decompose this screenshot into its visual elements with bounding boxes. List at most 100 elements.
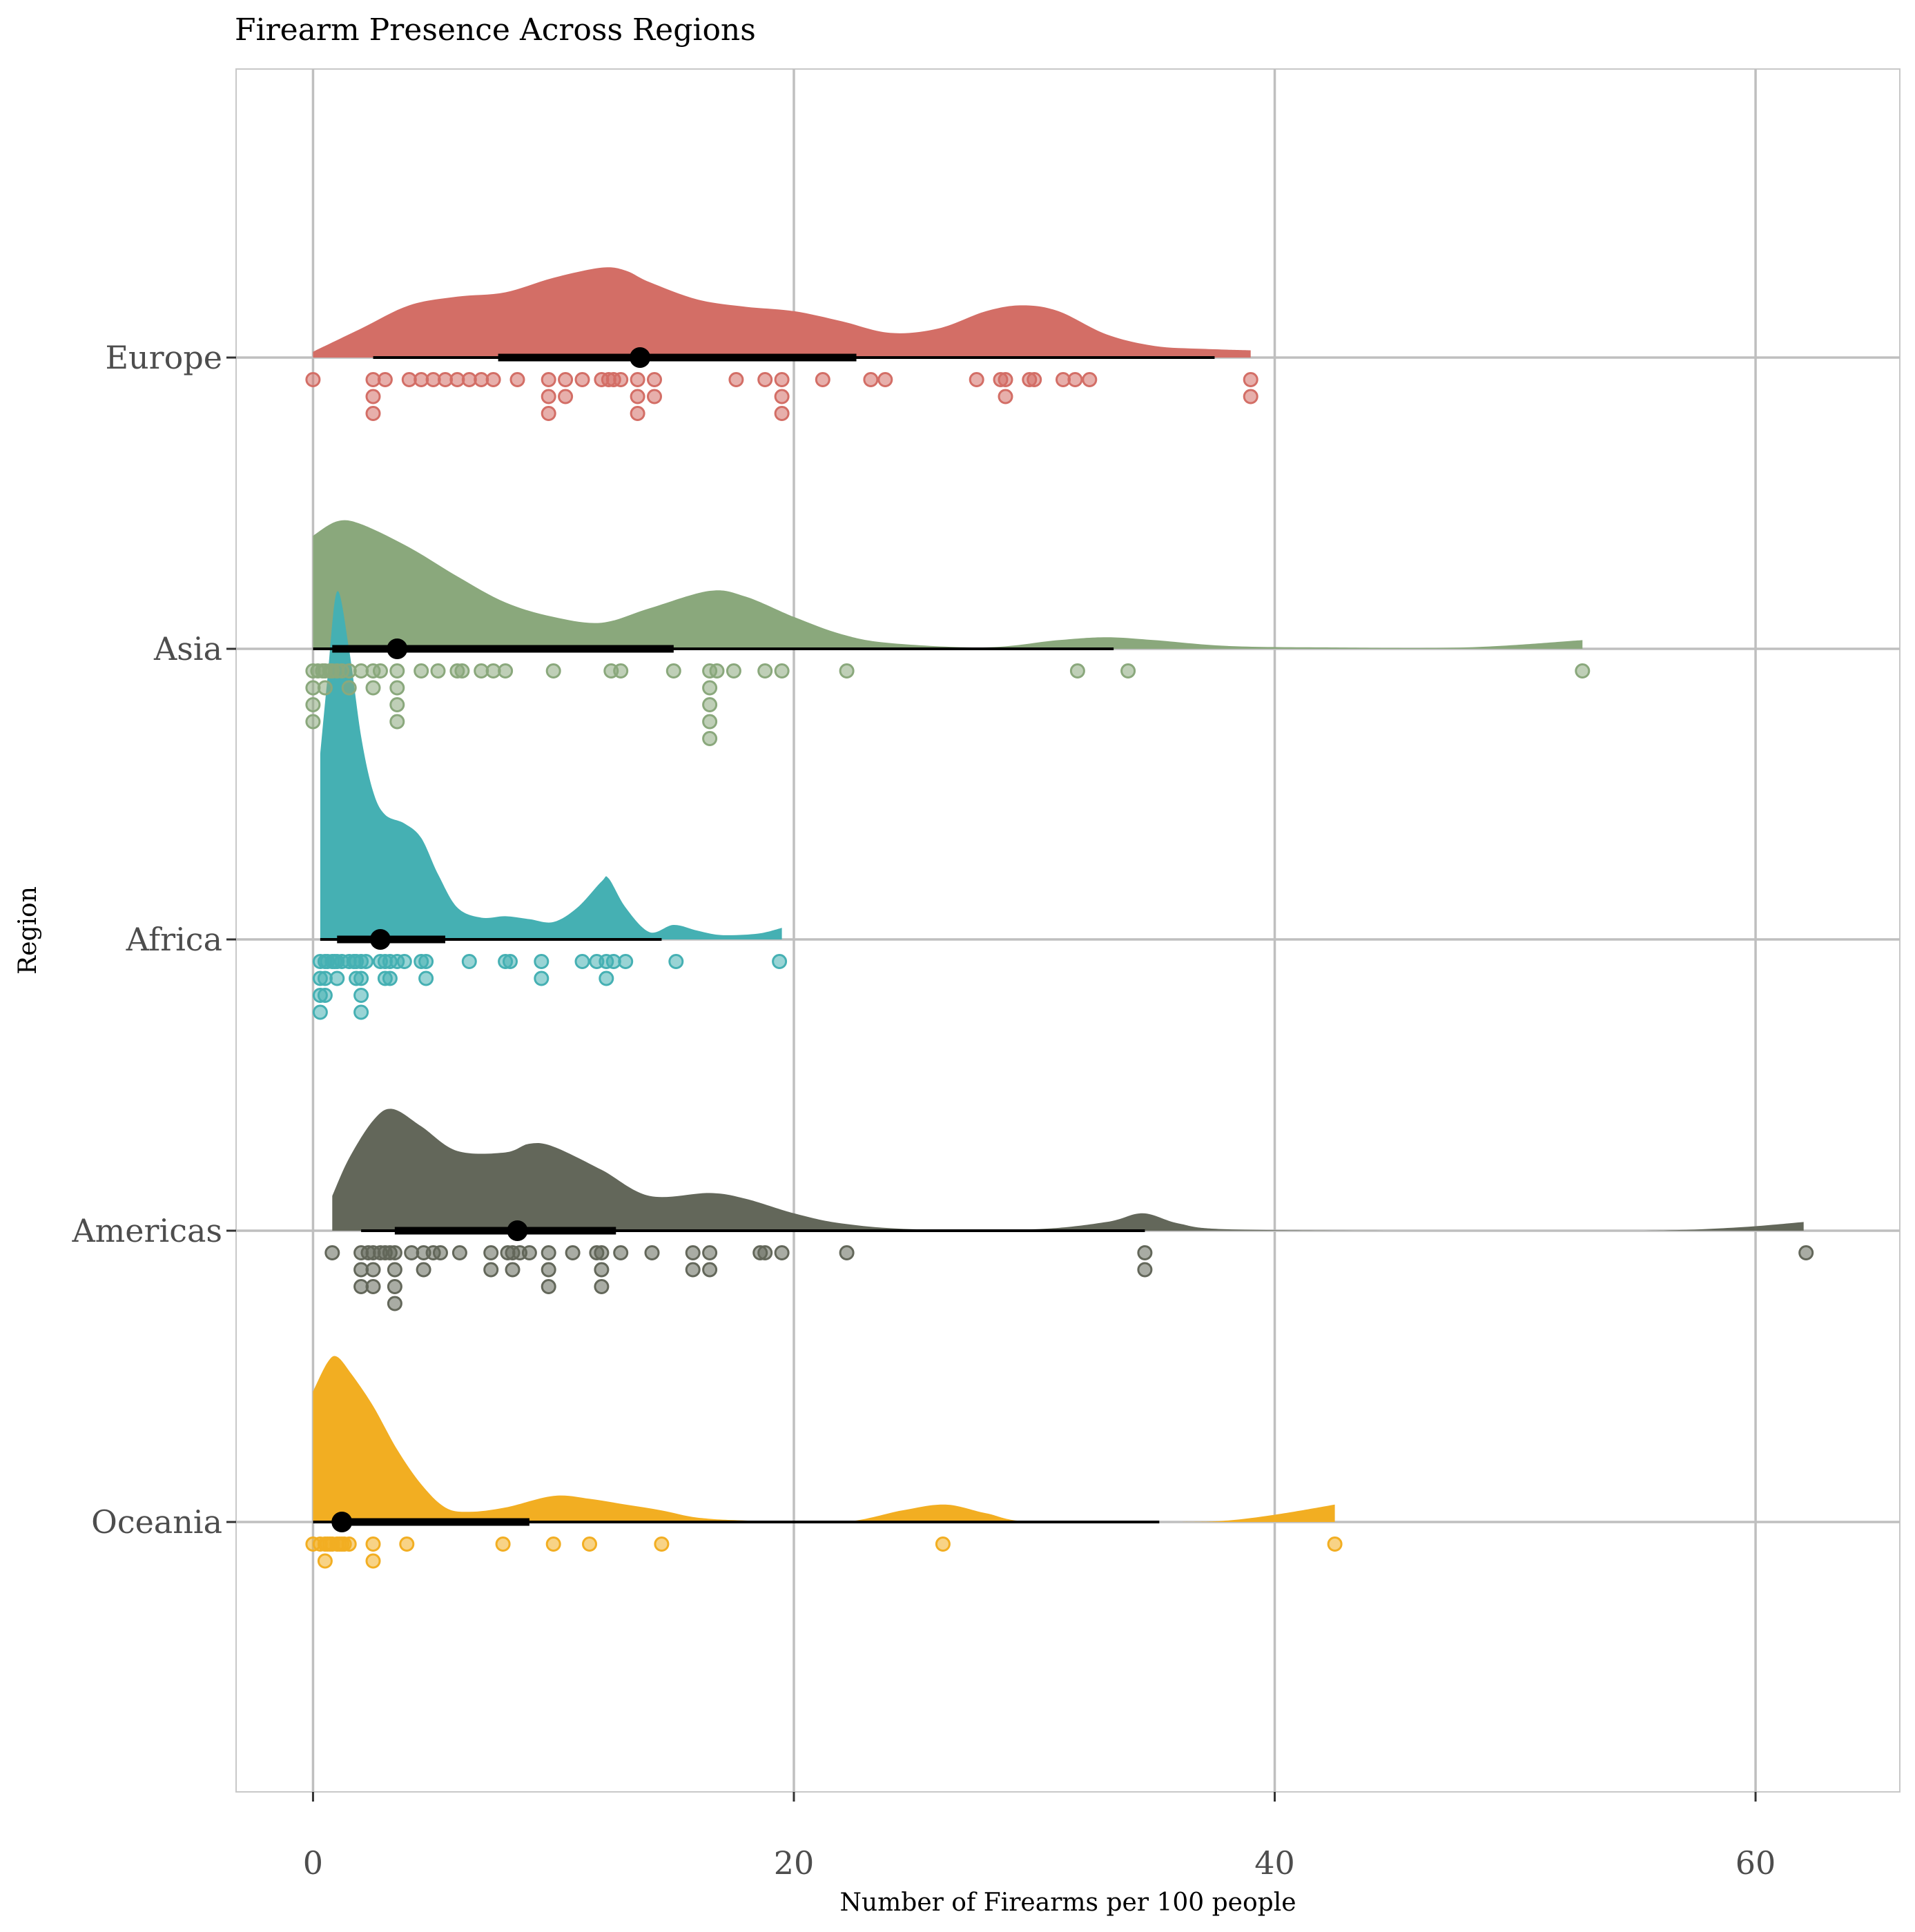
data-point xyxy=(1243,372,1258,387)
density-asia xyxy=(313,520,1583,649)
y-tick-label: Europe xyxy=(105,339,222,376)
density-oceania xyxy=(313,1356,1335,1522)
data-point xyxy=(599,970,614,986)
density-africa xyxy=(320,591,782,939)
data-point xyxy=(877,372,893,387)
data-point xyxy=(774,1245,790,1260)
data-point xyxy=(387,1279,402,1294)
median-point xyxy=(630,347,651,368)
data-point xyxy=(365,1279,381,1294)
data-point xyxy=(558,372,574,387)
data-point xyxy=(365,680,381,696)
data-point xyxy=(630,372,645,387)
data-point xyxy=(312,1004,328,1020)
x-tick-label: 20 xyxy=(774,1844,815,1882)
data-point xyxy=(495,1536,511,1552)
clouds-layer xyxy=(313,267,1804,1522)
data-point xyxy=(613,663,629,679)
y-tick-label: Asia xyxy=(153,630,222,667)
data-point xyxy=(399,1536,415,1552)
data-point xyxy=(324,1245,340,1260)
density-americas xyxy=(332,1109,1804,1231)
data-point xyxy=(534,970,550,986)
data-point xyxy=(317,1553,333,1569)
rain-layer xyxy=(305,372,1814,1569)
data-point xyxy=(305,714,321,730)
data-point xyxy=(558,389,574,404)
data-point xyxy=(545,1536,561,1552)
data-point xyxy=(433,1245,448,1260)
data-point xyxy=(365,1536,381,1552)
data-point xyxy=(702,714,718,730)
axis-layer: 0 20 40 60 Europe Asia Africa Americas Oceania xyxy=(71,339,1776,1882)
data-point xyxy=(541,1262,556,1278)
data-point xyxy=(483,1245,499,1260)
data-point xyxy=(341,1536,357,1552)
data-point xyxy=(541,406,556,421)
data-point xyxy=(317,988,333,1003)
data-point xyxy=(582,1536,597,1552)
data-point xyxy=(1327,1536,1343,1552)
median-point xyxy=(507,1220,528,1241)
plot-panel xyxy=(235,68,1901,1793)
data-point xyxy=(668,954,684,969)
data-point xyxy=(541,1245,556,1260)
data-point xyxy=(534,954,550,969)
data-point xyxy=(839,1245,855,1260)
data-point xyxy=(702,680,718,696)
x-tick-label: 40 xyxy=(1254,1844,1295,1882)
density-europe xyxy=(313,267,1251,358)
data-point xyxy=(594,1245,610,1260)
data-point xyxy=(969,372,984,387)
data-point xyxy=(545,663,561,679)
data-point xyxy=(565,1245,581,1260)
data-point xyxy=(451,1245,467,1260)
data-point xyxy=(1027,372,1042,387)
data-point xyxy=(387,1296,402,1311)
x-axis-title: Number of Firearms per 100 people xyxy=(839,1889,1296,1917)
data-point xyxy=(365,1262,381,1278)
data-point xyxy=(644,1245,660,1260)
data-point xyxy=(702,1262,718,1278)
data-point xyxy=(702,731,718,746)
data-point xyxy=(774,372,790,387)
data-point xyxy=(389,697,405,712)
data-point xyxy=(728,372,744,387)
data-point xyxy=(1137,1245,1153,1260)
data-point xyxy=(685,1245,701,1260)
chart-title: Firearm Presence Across Regions xyxy=(235,12,756,48)
data-point xyxy=(541,1279,556,1294)
data-point xyxy=(541,372,556,387)
data-point xyxy=(382,970,398,986)
data-point xyxy=(1082,372,1098,387)
data-point xyxy=(774,406,790,421)
data-point xyxy=(387,1262,402,1278)
data-point xyxy=(726,663,741,679)
data-point xyxy=(353,970,369,986)
median-point xyxy=(369,929,391,950)
data-point xyxy=(757,663,773,679)
data-point xyxy=(594,1262,610,1278)
data-point xyxy=(389,680,405,696)
data-point xyxy=(541,389,556,404)
data-point xyxy=(774,389,790,404)
data-point xyxy=(1067,372,1083,387)
data-point xyxy=(353,988,369,1003)
data-point xyxy=(305,372,321,387)
data-point xyxy=(1069,663,1085,679)
data-point xyxy=(654,1536,670,1552)
data-point xyxy=(863,372,879,387)
data-point xyxy=(505,1262,521,1278)
data-point xyxy=(389,714,405,730)
data-point xyxy=(416,1262,431,1278)
data-point xyxy=(613,1245,629,1260)
y-tick-label: Africa xyxy=(126,921,222,958)
data-point xyxy=(521,1245,537,1260)
y-tick-label: Oceania xyxy=(91,1503,222,1541)
data-point xyxy=(1137,1262,1153,1278)
data-point xyxy=(839,663,855,679)
data-point xyxy=(418,954,434,969)
data-point xyxy=(341,680,357,696)
data-point xyxy=(358,954,374,969)
data-point xyxy=(414,663,429,679)
